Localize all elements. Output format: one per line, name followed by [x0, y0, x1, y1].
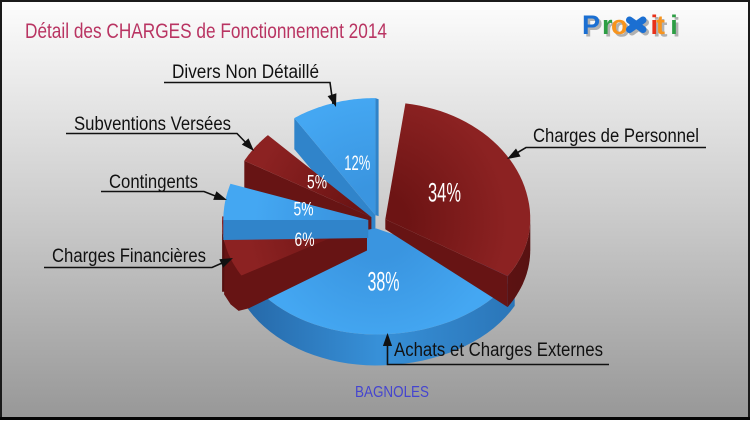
svg-text:12%: 12%	[344, 152, 370, 175]
svg-text:Contingents: Contingents	[109, 172, 198, 193]
svg-text:38%: 38%	[368, 267, 400, 297]
svg-text:i: i	[651, 10, 659, 40]
svg-text:Divers Non Détaillé: Divers Non Détaillé	[172, 62, 319, 83]
svg-text:r: r	[605, 13, 616, 43]
svg-text:r: r	[602, 10, 613, 40]
svg-text:Achats et Charges Externes: Achats et Charges Externes	[394, 340, 603, 361]
svg-text:6%: 6%	[295, 230, 315, 251]
svg-text:Détail des CHARGES de Fonction: Détail des CHARGES de Fonctionnement 201…	[25, 20, 387, 43]
svg-text:5%: 5%	[294, 200, 314, 221]
svg-text:Subventions Versées: Subventions Versées	[74, 114, 231, 135]
svg-text:P: P	[585, 13, 603, 43]
svg-text:P: P	[582, 10, 600, 40]
svg-text:Charges Financières: Charges Financières	[52, 246, 206, 267]
svg-text:i: i	[670, 10, 678, 40]
svg-text:5%: 5%	[307, 173, 327, 194]
svg-text:i: i	[653, 13, 661, 43]
svg-text:o: o	[614, 13, 631, 43]
svg-text:o: o	[611, 10, 628, 40]
svg-text:t: t	[656, 10, 665, 40]
svg-text:Charges de Personnel: Charges de Personnel	[533, 126, 699, 147]
svg-text:34%: 34%	[428, 178, 461, 208]
svg-text:BAGNOLES: BAGNOLES	[355, 384, 429, 401]
svg-text:t: t	[659, 13, 668, 43]
svg-text:i: i	[673, 13, 681, 43]
